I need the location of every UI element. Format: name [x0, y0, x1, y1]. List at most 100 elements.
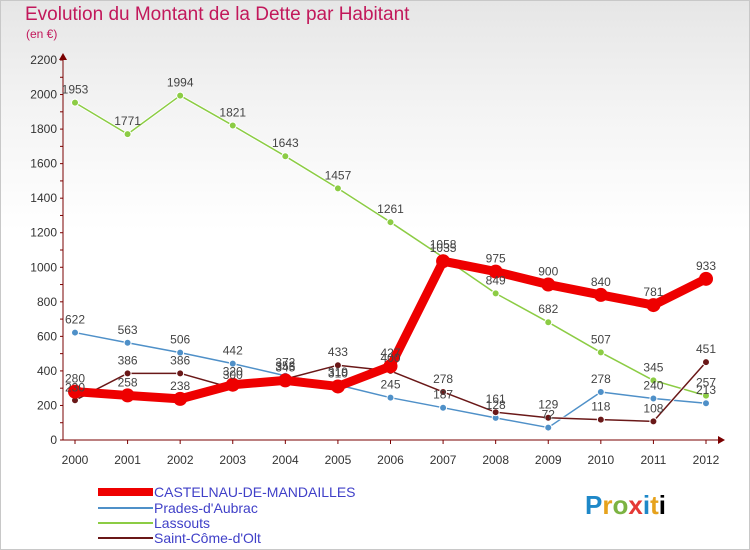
data-label: 345 [643, 360, 663, 374]
x-tick-label: 2010 [587, 453, 614, 467]
x-tick-label: 2009 [535, 453, 562, 467]
data-label: 72 [542, 408, 556, 422]
data-label: 278 [433, 372, 453, 386]
series-point [596, 415, 605, 424]
data-label: 345 [275, 360, 295, 374]
series-point [702, 399, 710, 408]
logo-letter: t [650, 490, 659, 520]
series-point [123, 130, 132, 139]
data-label: 900 [538, 265, 558, 279]
series-point [386, 393, 395, 402]
data-label: 386 [118, 353, 138, 367]
series-point [488, 264, 503, 279]
series-point [439, 403, 448, 412]
series-point [333, 184, 342, 193]
data-label: 433 [328, 345, 348, 359]
data-label: 161 [486, 392, 506, 406]
y-tick-label: 2000 [30, 88, 57, 102]
data-label: 1994 [167, 76, 194, 90]
y-tick-label: 600 [37, 329, 57, 343]
legend-item-saint-come: Saint-Côme-d'Olt [98, 530, 398, 546]
data-label: 975 [486, 252, 506, 266]
series-point [649, 376, 658, 385]
data-label: 1953 [62, 83, 89, 97]
data-label: 1058 [430, 237, 457, 251]
y-tick-label: 2200 [30, 53, 57, 67]
y-tick-label: 800 [37, 295, 57, 309]
data-label: 442 [223, 344, 243, 358]
legend-swatch-lassouts [98, 522, 153, 524]
x-tick-label: 2001 [114, 453, 141, 467]
data-label: 257 [696, 376, 716, 390]
x-tick-label: 2007 [430, 453, 457, 467]
series-point [544, 413, 553, 422]
series-point [228, 359, 237, 368]
data-label: 781 [643, 285, 663, 299]
data-label: 1643 [272, 136, 299, 150]
data-label: 187 [433, 388, 453, 402]
data-label: 933 [696, 259, 716, 273]
x-tick-label: 2005 [325, 453, 352, 467]
data-label: 1035 [430, 241, 457, 255]
data-label: 230 [65, 380, 85, 394]
data-label: 622 [65, 313, 85, 327]
x-tick-label: 2003 [219, 453, 246, 467]
logo-letter: r [602, 490, 613, 520]
legend-swatch-castelnau [98, 488, 153, 496]
series-point [383, 359, 398, 374]
series-point [702, 358, 710, 367]
y-axis-arrow [59, 53, 67, 60]
series-point [541, 277, 556, 292]
legend-swatch-prades [98, 507, 153, 509]
data-label: 372 [275, 356, 295, 370]
legend-item-prades: Prades-d'Aubrac [98, 500, 398, 516]
data-label: 506 [170, 333, 190, 347]
series-point [225, 377, 240, 392]
data-label: 682 [538, 302, 558, 316]
data-label: 400 [380, 351, 400, 365]
series-point [71, 98, 79, 107]
series-point [173, 391, 188, 406]
legend-swatch-saint-come [98, 537, 153, 539]
series-point [120, 388, 135, 403]
x-tick-label: 2012 [693, 453, 720, 467]
series-point [436, 254, 451, 269]
series-point [439, 387, 448, 396]
y-tick-label: 1200 [30, 226, 57, 240]
y-tick-label: 1600 [30, 157, 57, 171]
data-label: 213 [696, 383, 716, 397]
legend-item-lassouts: Lassouts [98, 515, 398, 531]
data-label: 840 [591, 275, 611, 289]
data-label: 1821 [219, 105, 246, 119]
x-axis-arrow [718, 436, 725, 444]
y-tick-label: 1000 [30, 260, 57, 274]
data-label: 563 [118, 323, 138, 337]
x-tick-label: 2004 [272, 453, 299, 467]
series-point [278, 373, 293, 388]
y-tick-label: 400 [37, 364, 57, 378]
x-tick-label: 2006 [377, 453, 404, 467]
series-point [68, 384, 82, 399]
data-label: 129 [538, 398, 558, 412]
series-point [491, 408, 500, 417]
series-point [123, 369, 132, 378]
x-tick-label: 2002 [167, 453, 194, 467]
series-point [281, 152, 290, 161]
series-point [596, 387, 605, 396]
data-label: 310 [328, 366, 348, 380]
series-point [702, 391, 710, 400]
series-point [333, 361, 342, 370]
data-label: 451 [696, 342, 716, 356]
legend-label-prades: Prades-d'Aubrac [154, 500, 258, 516]
data-label: 353 [275, 359, 295, 373]
data-label: 1457 [325, 168, 352, 182]
logo-letter: x [628, 490, 643, 520]
data-label: 118 [591, 400, 610, 414]
logo-letter: i [658, 490, 666, 520]
chart-data-labels: 622 563 506 442 372 319 245 187 128 72 278 240 213 19… [62, 76, 717, 422]
data-label: 849 [486, 273, 506, 287]
x-tick-label: 2000 [62, 453, 89, 467]
series-point [649, 417, 658, 426]
